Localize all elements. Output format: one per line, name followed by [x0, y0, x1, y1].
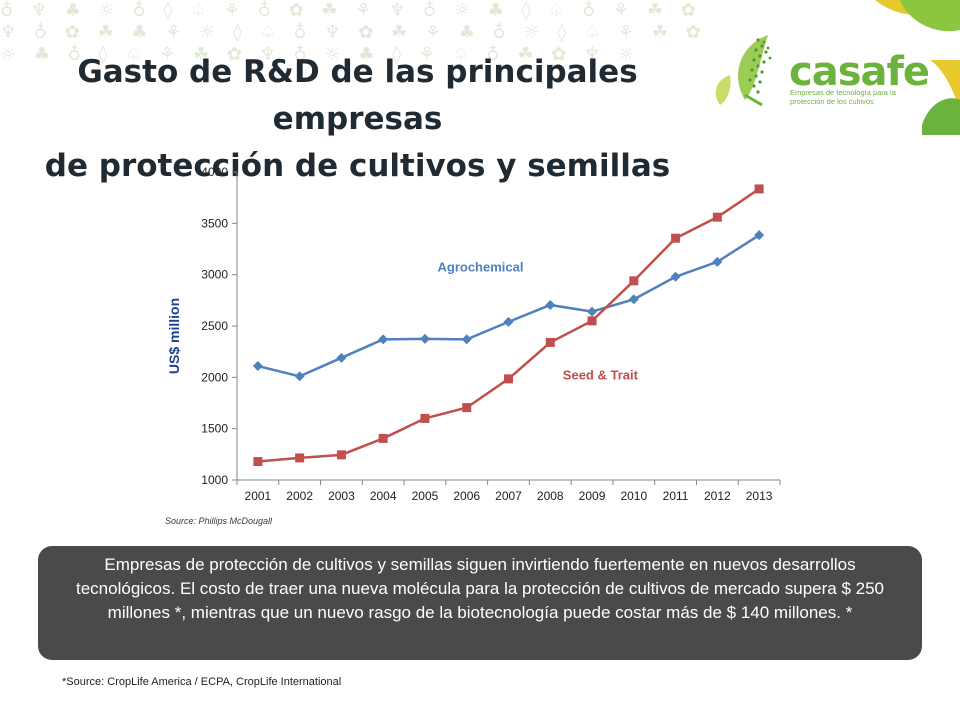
agrochemical-point	[754, 230, 765, 241]
x-tick-label: 2002	[286, 489, 313, 503]
casafe-logo	[700, 0, 960, 135]
y-tick-label: 1000	[201, 473, 228, 487]
seed-trait-point	[420, 413, 430, 423]
agrochemical-point	[252, 361, 263, 372]
seed-trait-point	[336, 450, 346, 460]
leaf-dots-icon	[748, 38, 772, 94]
y-tick-label: 3500	[201, 216, 228, 230]
agrochemical-point	[628, 294, 639, 305]
chart-source: Source: Phillips McDougall	[165, 516, 273, 526]
decorative-icon-pattern: ♁ ♆ ♣ ☼ ♁ ◊ ♤ ⚘ ♁ ✿ ☘ ⚘ ♆ ♁ ☼ ♣ ◊ ♤ ♁ ⚘ …	[0, 0, 700, 65]
logo-tagline: Empresas de tecnología para la protecció…	[790, 88, 896, 106]
agrochemical-point	[461, 334, 472, 345]
y-tick-label: 4000	[201, 165, 228, 179]
seed-trait-point	[587, 316, 597, 326]
agrochemical-point	[378, 334, 389, 345]
agrochemical-point	[670, 271, 681, 282]
rd-spending-chart: 1000 1500 2000 2500 3000 3500 4000 2001 2002 2003…	[150, 150, 800, 515]
agrochemical-point	[712, 256, 723, 267]
agrochemical-point	[294, 371, 305, 382]
callout-box: Empresas de protección de cultivos y sem…	[38, 546, 922, 660]
seed-trait-point	[378, 433, 388, 443]
x-tick-label: 2005	[412, 489, 439, 503]
logo-wordmark: casafe	[789, 49, 930, 95]
seed-trait-label: Seed & Trait	[563, 367, 639, 382]
slide-title: Gasto de R&D de las principales empresas…	[0, 49, 715, 190]
slide-title-line2: de protección de cultivos y semillas	[44, 147, 671, 184]
agrochemical-point	[419, 333, 430, 344]
x-tick-label: 2001	[245, 489, 272, 503]
x-tick-label: 2007	[495, 489, 522, 503]
x-tick-label: 2009	[579, 489, 606, 503]
agrochemical-label: Agrochemical	[437, 260, 523, 275]
x-tick-label: 2004	[370, 489, 397, 503]
y-tick-label: 2500	[201, 319, 228, 333]
agrochemical-point	[503, 316, 514, 327]
seed-trait-point	[545, 337, 555, 347]
agrochemical-point	[336, 352, 347, 363]
y-tick-label: 3000	[201, 268, 228, 282]
seed-trait-point	[253, 457, 263, 467]
seed-trait-point	[629, 276, 639, 286]
seed-trait-point	[295, 453, 305, 463]
x-tick-label: 2013	[746, 489, 773, 503]
seed-trait-point	[671, 233, 681, 243]
x-tick-label: 2010	[620, 489, 647, 503]
y-axis-title: US$ million	[166, 298, 182, 374]
y-tick-label: 1500	[201, 422, 228, 436]
line-chart: 1000 1500 2000 2500 3000 3500 4000 2001 2002 2003…	[166, 165, 781, 503]
agrochemical-point	[587, 306, 598, 317]
seed-trait-point	[712, 212, 722, 222]
x-tick-label: 2011	[663, 489, 689, 503]
x-tick-label: 2003	[328, 489, 355, 503]
seed-trait-point	[462, 403, 472, 413]
footnote: *Source: CropLife America / ECPA, CropLi…	[62, 676, 342, 688]
seed-trait-point	[754, 184, 764, 194]
seed-trait-point	[504, 374, 513, 384]
casafe-logo-graphic	[715, 0, 960, 135]
x-tick-label: 2006	[453, 489, 480, 503]
y-tick-label: 2000	[201, 370, 228, 384]
x-tick-label: 2012	[704, 489, 731, 503]
slide-title-line1: Gasto de R&D de las principales empresas	[77, 53, 638, 137]
agrochemical-point	[545, 299, 556, 310]
x-tick-label: 2008	[537, 489, 564, 503]
agrochemical-line	[257, 234, 760, 378]
